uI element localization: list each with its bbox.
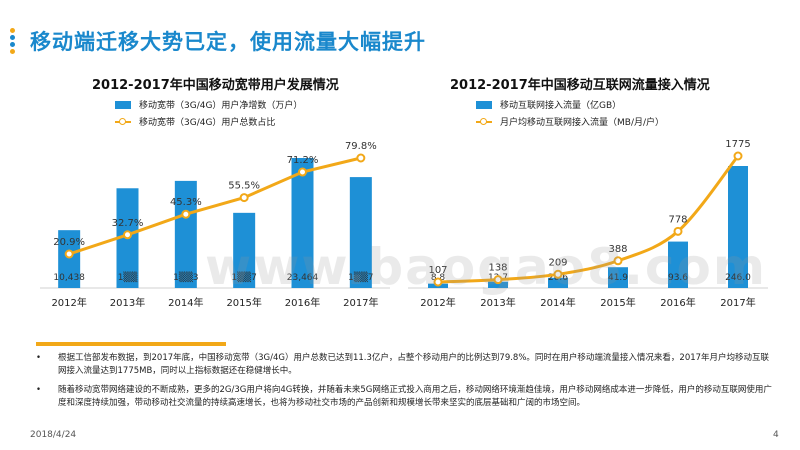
- legend-label: 移动宽带（3G/4G）用户总数占比: [139, 118, 276, 128]
- mobile-traffic-chart: 8.82012年12.72013年20.62014年41.92015年93.62…: [408, 139, 768, 309]
- title-decoration-dot: [10, 49, 15, 54]
- category-label: 2014年: [540, 296, 575, 309]
- category-label: 2016年: [660, 296, 695, 309]
- bullet: •: [36, 385, 42, 395]
- category-label: 2015年: [600, 296, 635, 309]
- line-value-label: 45.3%: [170, 197, 202, 208]
- line-value-label: 138: [488, 263, 507, 274]
- category-label: 2016年: [285, 296, 320, 309]
- note-item: • 随着移动宽带网络建设的不断成熟，更多的2G/3G用户将向4G转换，并随着未来…: [36, 384, 776, 410]
- title-decoration-dot: [10, 35, 15, 40]
- line-point: [493, 275, 503, 285]
- bar: [668, 241, 688, 288]
- bar-value-label: 41.9: [608, 273, 628, 283]
- line-value-label: 107: [428, 265, 447, 276]
- page-title: 移动端迁移大势已定，使用流量大幅提升: [30, 30, 426, 54]
- section-divider: [36, 342, 226, 346]
- legend-bar-swatch: [476, 100, 492, 109]
- category-label: 2017年: [720, 296, 755, 309]
- category-label: 2013年: [480, 296, 515, 309]
- line-point: [239, 193, 249, 203]
- page-number: 4: [773, 430, 779, 440]
- bar: [488, 281, 508, 288]
- bar: [349, 177, 372, 288]
- legend-item-bar: 移动互联网接入流量（亿GB）: [476, 98, 621, 111]
- legend-item-line: 移动宽带（3G/4G）用户总数占比: [115, 115, 275, 128]
- legend-label: 月户均移动互联网接入流量（MB/月/户）: [500, 118, 665, 128]
- line-value-label: 388: [608, 244, 627, 255]
- line-value-label: 55.5%: [228, 181, 260, 192]
- watermark: www.baogao8.com: [205, 238, 768, 296]
- bullet: •: [36, 353, 42, 363]
- chart-title-traffic: 2012-2017年中国移动互联网流量接入情况: [450, 78, 710, 93]
- category-label: 2017年: [343, 296, 378, 309]
- bar-value-label: 10,438: [53, 273, 85, 283]
- line-point: [298, 167, 307, 177]
- line-point: [64, 249, 74, 259]
- line-value-label: 20.9%: [53, 237, 85, 248]
- bar-value-label: 1▒▒3: [173, 271, 198, 283]
- note-text: 根据工信部发布数据，到2017年底，中国移动宽带（3G/4G）用户总数已达到11…: [58, 353, 770, 376]
- line-point: [123, 230, 132, 240]
- bar-value-label: 93.6: [668, 273, 688, 283]
- line-value-label: 32.7%: [112, 218, 144, 229]
- line-value-label: 1775: [725, 139, 750, 150]
- line-value-label: 778: [668, 214, 687, 225]
- legend-item-bar: 移动宽带（3G/4G）用户净增数（万户）: [115, 98, 302, 111]
- footer-date: 2018/4/24: [30, 430, 77, 440]
- line-value-label: 79.8%: [345, 141, 377, 152]
- broadband-users-chart: 10,438 2012年 1▒▒ 2013年 1▒▒3 2014年 1▒▒7 2015年 23,…: [40, 141, 390, 309]
- line-point: [733, 151, 743, 161]
- legend-bar-swatch: [115, 100, 131, 109]
- bar-value-label: 246.0: [725, 273, 751, 283]
- legend-line-swatch: [115, 117, 131, 126]
- category-label: 2015年: [226, 296, 261, 309]
- legend-line-swatch: [476, 117, 492, 126]
- line-point: [613, 256, 623, 266]
- note-text: 随着移动宽带网络建设的不断成熟，更多的2G/3G用户将向4G转换，并随着未来5G…: [58, 385, 772, 408]
- legend-label: 移动宽带（3G/4G）用户净增数（万户）: [139, 101, 303, 111]
- bar: [608, 267, 628, 288]
- bar: [728, 166, 748, 288]
- category-label: 2014年: [168, 296, 203, 309]
- line-value-label: 209: [548, 257, 567, 268]
- line-point: [553, 269, 563, 279]
- bar: [548, 277, 568, 288]
- bar-value-label: 23,464: [287, 273, 319, 283]
- title-decoration-dot: [10, 28, 15, 33]
- bar-value-label: 1▒▒: [118, 271, 138, 283]
- chart-title-broadband: 2012-2017年中国移动宽带用户发展情况: [92, 78, 339, 93]
- title-decoration-dot: [10, 42, 15, 47]
- bar: [233, 212, 256, 288]
- line-point: [673, 226, 683, 236]
- bar: [174, 180, 197, 288]
- legend-item-line: 月户均移动互联网接入流量（MB/月/户）: [476, 115, 664, 128]
- bar-value-label: 1▒▒7: [232, 271, 257, 283]
- category-label: 2013年: [110, 296, 145, 309]
- line-value-label: 71.2%: [287, 155, 319, 166]
- bar: [58, 230, 81, 288]
- line-point: [356, 153, 366, 163]
- bar-value-label: 1▒▒7: [348, 271, 373, 283]
- series-line: [68, 156, 362, 256]
- category-label: 2012年: [420, 296, 455, 309]
- note-item: • 根据工信部发布数据，到2017年底，中国移动宽带（3G/4G）用户总数已达到…: [36, 352, 776, 378]
- legend-label: 移动互联网接入流量（亿GB）: [500, 101, 622, 111]
- line-point: [181, 209, 191, 219]
- bar: [291, 158, 314, 288]
- line-point: [433, 277, 443, 287]
- category-label: 2012年: [51, 296, 86, 309]
- notes-section: • 根据工信部发布数据，到2017年底，中国移动宽带（3G/4G）用户总数已达到…: [36, 352, 776, 416]
